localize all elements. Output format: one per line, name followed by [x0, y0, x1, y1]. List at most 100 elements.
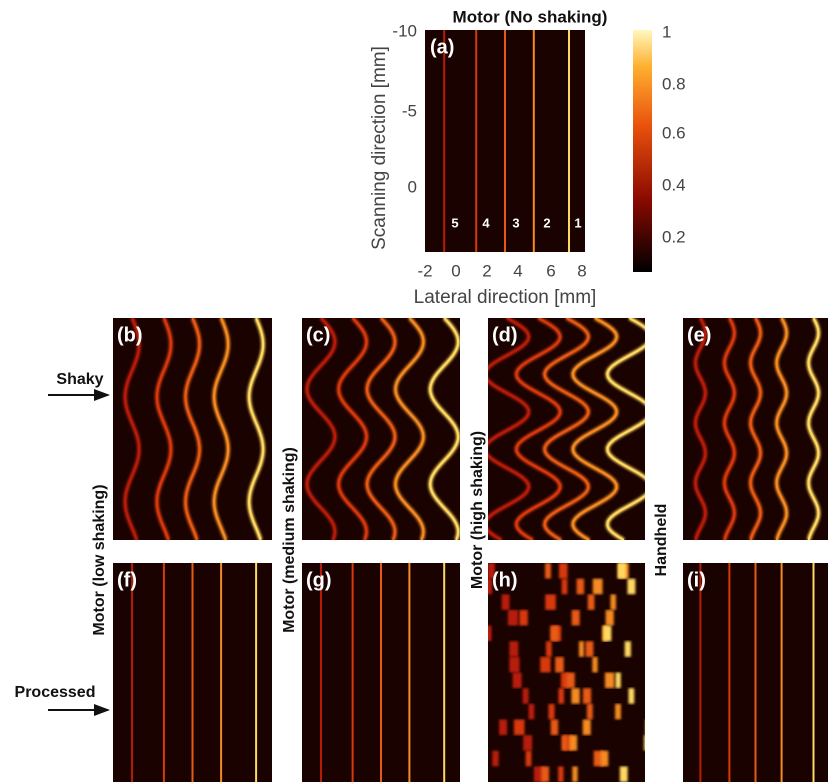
- stripe-block: [545, 563, 551, 579]
- stripe-block: [601, 751, 609, 767]
- stripe-block: [644, 735, 654, 751]
- x-axis-label: Lateral direction [mm]: [414, 287, 597, 308]
- stripe-block: [502, 594, 510, 610]
- image: [113, 318, 272, 540]
- x-tick-label: -2: [417, 261, 432, 280]
- stripe-block: [583, 719, 591, 735]
- stripe-block: [509, 641, 518, 657]
- stripe-block: [628, 688, 634, 704]
- column-label: Handheld: [653, 504, 670, 577]
- image: [683, 563, 828, 782]
- stripe-block: [483, 626, 492, 642]
- stripe-block: [558, 766, 563, 782]
- image: [485, 318, 651, 540]
- panel-label: (g): [306, 569, 332, 591]
- colorbar: [633, 30, 652, 272]
- stripe-block: [551, 719, 558, 735]
- stripe-block: [492, 751, 498, 767]
- x-tick-label: 8: [577, 261, 586, 280]
- row-label: Processed: [15, 684, 96, 701]
- stripe-block: [508, 610, 518, 626]
- stripe-block: [587, 704, 593, 720]
- stripe-block: [523, 688, 529, 704]
- panel-label: (h): [492, 569, 518, 591]
- image: [425, 30, 585, 252]
- stripe-block: [526, 751, 532, 767]
- stripe-block: [529, 704, 535, 720]
- stripe-block: [616, 673, 621, 689]
- y-tick-label: -10: [392, 21, 417, 40]
- stripe-block: [588, 594, 595, 610]
- stripe-block: [620, 766, 628, 782]
- stripe-block: [509, 657, 519, 673]
- colorbar-tick-label: 0.6: [662, 123, 686, 142]
- stripe-block: [562, 579, 568, 595]
- stripe-block: [593, 579, 603, 595]
- stripe-block: [610, 594, 616, 610]
- line-number: 1: [574, 215, 581, 230]
- stripe-block: [550, 626, 558, 642]
- stripe-block: [645, 719, 655, 735]
- line-number: 2: [543, 215, 550, 230]
- stripe-block: [545, 594, 556, 610]
- stripe-block: [605, 673, 614, 689]
- stripe-block: [555, 657, 564, 673]
- column-label: Motor (high shaking): [469, 431, 486, 589]
- panel-label: (e): [687, 324, 711, 346]
- stripe-block: [606, 610, 614, 626]
- stripe-block: [579, 641, 584, 657]
- stripe-block: [523, 735, 532, 751]
- stripe-block: [577, 579, 585, 595]
- stripe-block: [651, 594, 658, 610]
- panel-label: (i): [687, 569, 706, 591]
- y-axis-label: Scanning direction [mm]: [369, 46, 390, 250]
- stripe-block: [558, 688, 564, 704]
- panel-label: (a): [430, 36, 454, 58]
- x-tick-label: 6: [546, 261, 555, 280]
- stripe-block: [615, 704, 621, 720]
- panel-title: Motor (No shaking): [453, 7, 608, 26]
- stripe-block: [625, 641, 631, 657]
- stripe-block: [519, 610, 527, 626]
- x-tick-label: 4: [513, 261, 522, 280]
- stripe-block: [572, 766, 577, 782]
- colorbar-tick-label: 1: [662, 22, 671, 41]
- stripe-block: [540, 657, 550, 673]
- panel-label: (b): [117, 324, 143, 346]
- image: [483, 563, 662, 782]
- column-label: Motor (medium shaking): [281, 447, 298, 633]
- stripe-block: [617, 563, 625, 579]
- stripe-block: [566, 673, 575, 689]
- y-tick-label: 0: [408, 177, 417, 196]
- stripe-block: [572, 610, 580, 626]
- stripe-block: [654, 704, 661, 720]
- stripe-block: [592, 657, 597, 673]
- stripe-block: [627, 579, 635, 595]
- stripe-block: [647, 751, 652, 767]
- stripe-block: [586, 641, 594, 657]
- stripe-block: [514, 719, 525, 735]
- image: [302, 563, 460, 782]
- stripe-block: [649, 657, 658, 673]
- stripe-block: [499, 719, 507, 735]
- line-number: 5: [451, 215, 458, 230]
- panel-label: (c): [306, 324, 330, 346]
- panel-label: (f): [117, 569, 137, 591]
- image: [302, 318, 460, 540]
- y-tick-label: -5: [402, 101, 417, 120]
- x-tick-label: 2: [482, 261, 491, 280]
- stripe-block: [546, 641, 552, 657]
- stripe-block: [571, 688, 579, 704]
- column-label: Motor (low shaking): [91, 484, 108, 635]
- colorbar-tick-label: 0.8: [662, 74, 686, 93]
- stripe-block: [559, 563, 568, 579]
- stripe-block: [583, 688, 591, 704]
- figure: Motor (No shaking) Scanning direction [m…: [0, 0, 828, 782]
- row-label: Shaky: [56, 371, 103, 388]
- stripe-block: [561, 735, 567, 751]
- x-tick-label: 0: [451, 261, 460, 280]
- stripe-block: [569, 735, 577, 751]
- line-number: 4: [482, 215, 490, 230]
- panel-label: (d): [492, 324, 518, 346]
- colorbar-tick-label: 0.4: [662, 175, 686, 194]
